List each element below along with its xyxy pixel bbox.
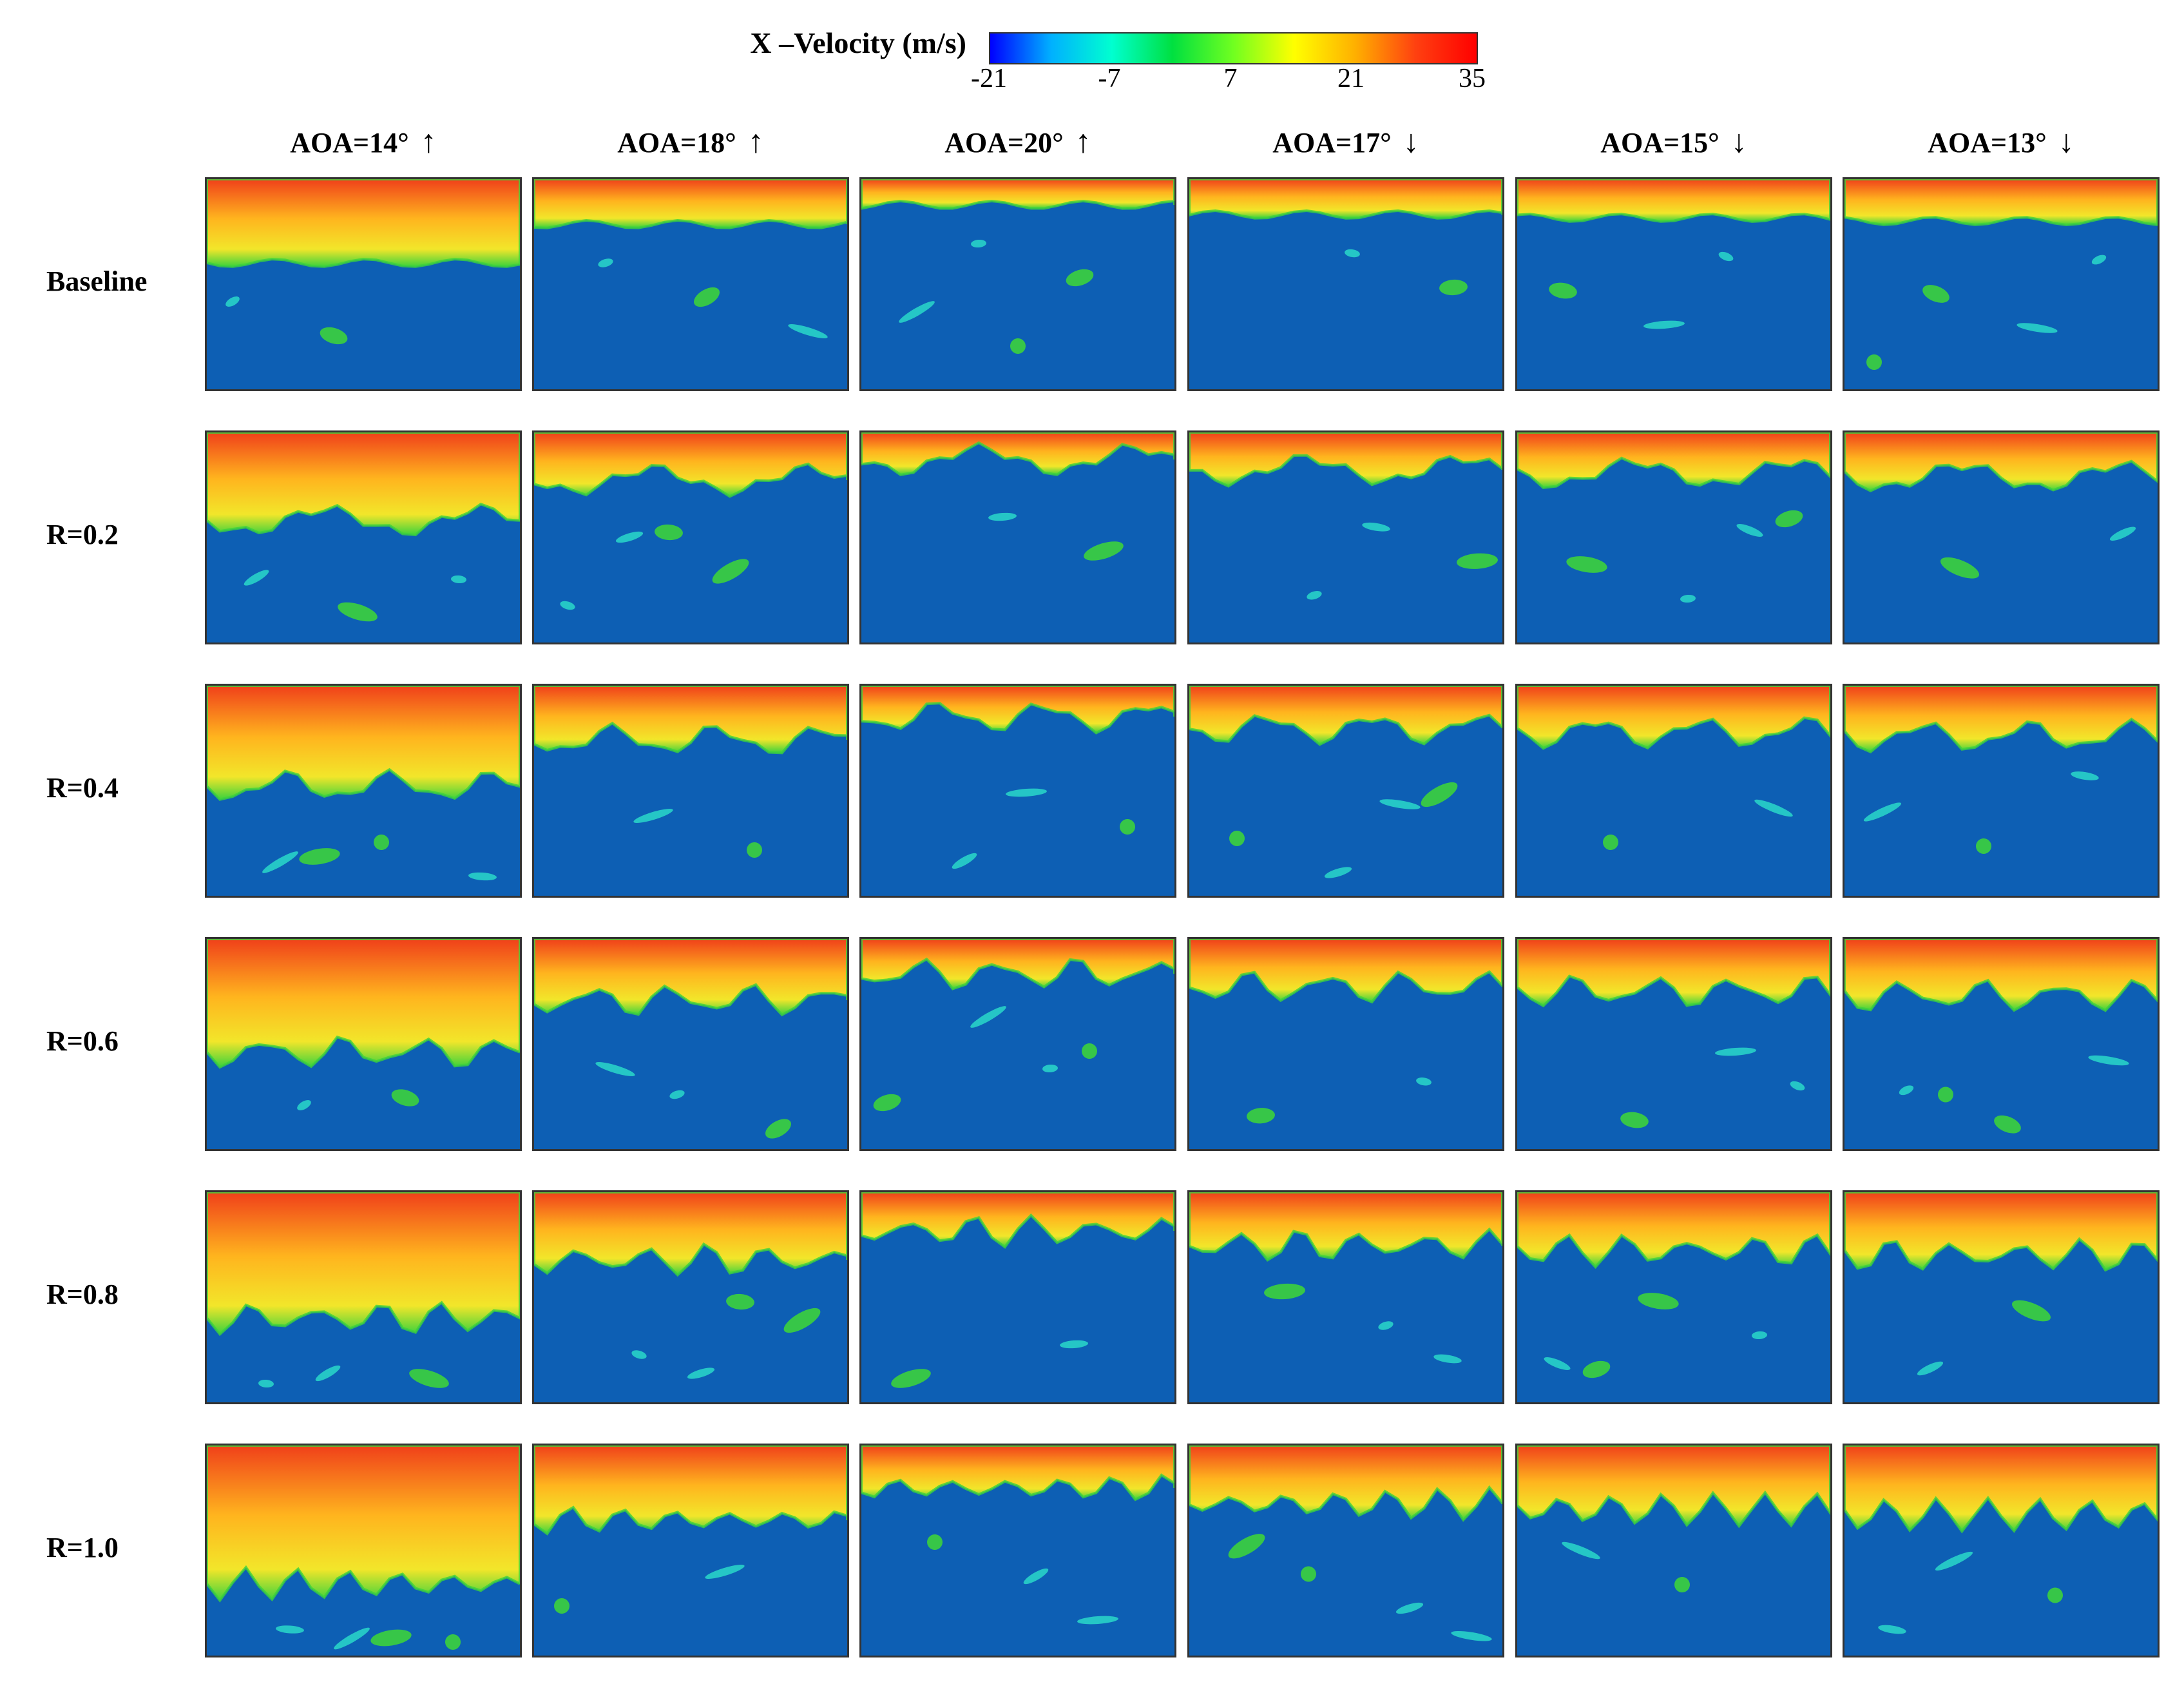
arrow-up-icon: ↑	[420, 123, 437, 159]
contour-panel	[1187, 177, 1504, 391]
contour-panel	[1515, 937, 1832, 1151]
column-header-label: AOA=13°	[1928, 127, 2047, 159]
contour-panel	[532, 177, 849, 391]
contour-panel	[532, 684, 849, 898]
arrow-down-icon: ↓	[2058, 123, 2074, 159]
contour-panel	[532, 1190, 849, 1404]
contour-panel	[1843, 177, 2160, 391]
contour-panel	[1843, 684, 2160, 898]
row-label: R=0.8	[46, 1279, 119, 1310]
row-label: R=0.2	[46, 519, 119, 550]
contour-panel	[859, 1444, 1176, 1657]
column-header-label: AOA=20°	[944, 127, 1064, 159]
contour-panel	[859, 684, 1176, 898]
contour-panel	[1187, 684, 1504, 898]
contour-panel	[1515, 684, 1832, 898]
contour-panel	[1843, 1190, 2160, 1404]
contour-panel	[1187, 1190, 1504, 1404]
contour-panel	[205, 430, 522, 644]
contour-panel	[1187, 1444, 1504, 1657]
contour-panel	[1187, 937, 1504, 1151]
colorbar-tick: -7	[1098, 64, 1121, 93]
arrow-up-icon: ↑	[1075, 123, 1091, 159]
row-label: R=0.6	[46, 1025, 119, 1057]
contour-panel	[1515, 1444, 1832, 1657]
contour-panel	[859, 1190, 1176, 1404]
column-header-label: AOA=18°	[617, 127, 736, 159]
column-header-label: AOA=15°	[1600, 127, 1719, 159]
contour-panel	[1515, 177, 1832, 391]
contour-panel	[205, 177, 522, 391]
contour-panel	[1187, 430, 1504, 644]
colorbar-ticks: -21 -7 7 21 35	[966, 63, 1495, 102]
contour-panel	[859, 430, 1176, 644]
contour-panel	[205, 937, 522, 1151]
contour-panel	[1843, 937, 2160, 1151]
contour-panel	[1515, 430, 1832, 644]
contour-panel	[1843, 430, 2160, 644]
contour-panel	[1843, 1444, 2160, 1657]
column-header-label: AOA=17°	[1272, 127, 1392, 159]
column-header: AOA=17° ↓	[1185, 122, 1507, 160]
arrow-down-icon: ↓	[1730, 123, 1747, 159]
legend-title: X –Velocity (m/s)	[750, 26, 966, 59]
contour-panel	[205, 684, 522, 898]
contour-panel	[205, 1444, 522, 1657]
column-header: AOA=13° ↓	[1840, 122, 2162, 160]
contour-panel	[532, 1444, 849, 1657]
row-label: R=0.4	[46, 772, 119, 804]
contour-panel	[532, 430, 849, 644]
column-header: AOA=14° ↑	[202, 122, 524, 160]
contour-panel	[859, 177, 1176, 391]
row-label: R=1.0	[46, 1532, 119, 1563]
column-header: AOA=15° ↓	[1513, 122, 1835, 160]
colorbar-tick: 7	[1223, 64, 1238, 93]
colorbar-tick: 21	[1337, 64, 1365, 93]
contour-panel	[205, 1190, 522, 1404]
contour-panel	[859, 937, 1176, 1151]
colorbar-tick: -21	[971, 64, 1007, 93]
arrow-up-icon: ↑	[747, 123, 764, 159]
colorbar	[989, 32, 1478, 64]
column-header-label: AOA=14°	[290, 127, 409, 159]
row-label: Baseline	[46, 266, 148, 297]
column-header: AOA=18° ↑	[530, 122, 852, 160]
column-header: AOA=20° ↑	[857, 122, 1179, 160]
colorbar-tick: 35	[1459, 64, 1486, 93]
contour-panel	[532, 937, 849, 1151]
contour-panel	[1515, 1190, 1832, 1404]
arrow-down-icon: ↓	[1403, 123, 1419, 159]
